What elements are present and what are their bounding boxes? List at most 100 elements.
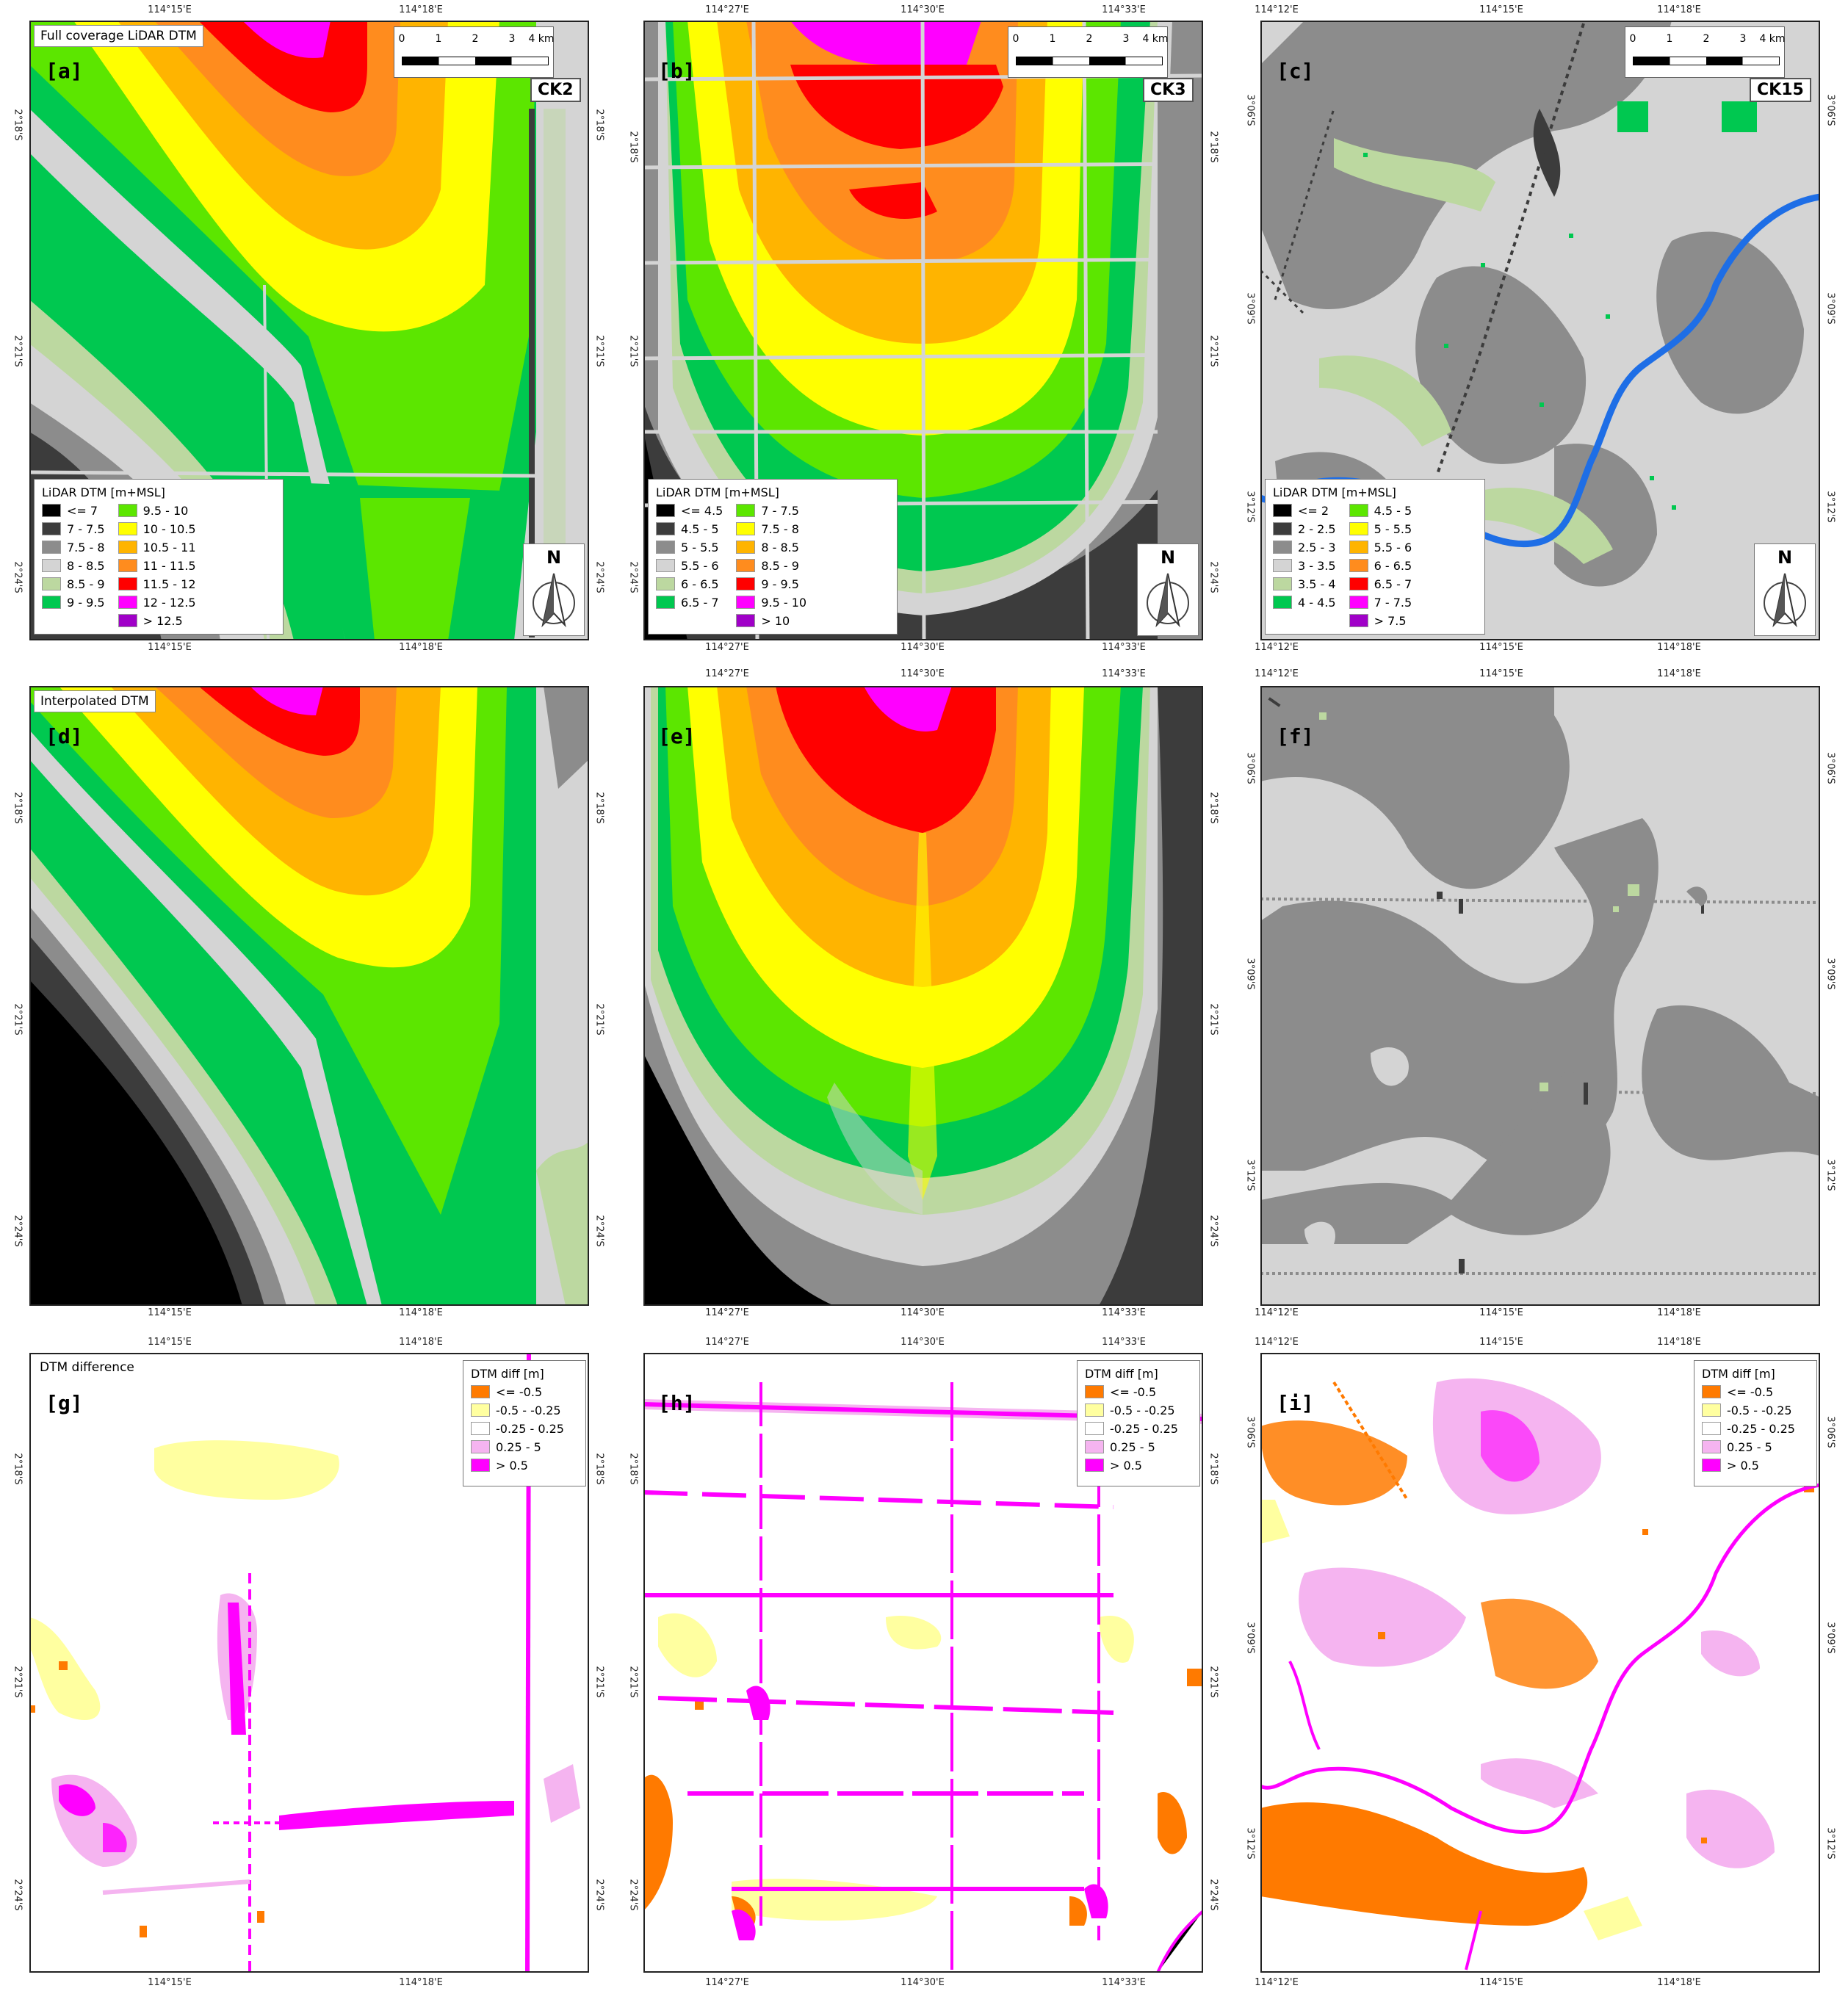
- legend-item: > 0.5: [471, 1457, 578, 1473]
- legend-item: -0.5 - -0.25: [1085, 1402, 1192, 1418]
- legend-item: 5 - 5.5: [656, 539, 723, 555]
- legend-item: <= 2: [1273, 502, 1336, 519]
- tick-lon-top: 114°33'E: [1102, 1337, 1146, 1348]
- tick-lat-right: 2°24'S: [1208, 561, 1219, 593]
- scale-label: 4 km: [1142, 33, 1169, 45]
- tick-lon-bottom: 114°18'E: [1657, 1307, 1701, 1318]
- north-arrow: N: [1754, 543, 1816, 636]
- scale-label: 0: [1629, 33, 1636, 45]
- panel-h-ck3-dtm-difference: [h] DTM diff [m] <= -0.5 -0.5 - -0.25 -0…: [643, 1353, 1203, 1973]
- site-label: CK2: [530, 78, 581, 102]
- tick-lon-bottom: 114°18'E: [1657, 1977, 1701, 1988]
- tick-lon-bottom: 114°18'E: [399, 1977, 443, 1988]
- panel-label: [g]: [46, 1391, 83, 1415]
- tick-lon-top: 114°15'E: [148, 4, 192, 15]
- tick-lat-left: 2°21'S: [627, 1666, 639, 1698]
- row-title-full-coverage: Full coverage LiDAR DTM: [34, 25, 203, 47]
- scale-bar: 0 1 2 3 4 km: [1008, 26, 1169, 78]
- tick-lon-top: 114°12'E: [1255, 4, 1299, 15]
- legend-item: 5.5 - 6: [656, 557, 723, 574]
- site-label: CK3: [1143, 78, 1194, 102]
- tick-lat-left: 3°09'S: [1244, 958, 1256, 990]
- legend-item: 4.5 - 5: [1349, 502, 1412, 519]
- panel-a-ck2-lidar-dtm: Full coverage LiDAR DTM [a] CK2 0 1 2 3 …: [29, 21, 589, 640]
- tick-lon-bottom: 114°30'E: [900, 642, 945, 653]
- panel-label: [e]: [658, 724, 696, 748]
- legend-item: > 0.5: [1702, 1457, 1809, 1473]
- tick-lat-right: 2°21'S: [1208, 1666, 1219, 1698]
- scale-label: 1: [1049, 33, 1056, 45]
- tick-lat-left: 3°12'S: [1244, 1159, 1256, 1191]
- legend-ck3: LiDAR DTM [m+MSL] <= 4.5 4.5 - 5 5 - 5.5…: [648, 479, 898, 635]
- tick-lat-right: 2°18'S: [593, 109, 605, 141]
- tick-lon-bottom: 114°15'E: [148, 1977, 192, 1988]
- legend-title: LiDAR DTM [m+MSL]: [1273, 485, 1396, 499]
- tick-lon-bottom: 114°15'E: [148, 642, 192, 653]
- panel-label: [h]: [658, 1391, 696, 1415]
- legend-item: 7 - 7.5: [42, 521, 105, 537]
- tick-lon-top: 114°27'E: [705, 668, 749, 679]
- legend-dtm-diff: DTM diff [m] <= -0.5 -0.5 - -0.25 -0.25 …: [1694, 1360, 1817, 1486]
- scale-label: 2: [1086, 33, 1093, 45]
- tick-lat-right: 2°18'S: [1208, 792, 1219, 824]
- tick-lat-right: 2°18'S: [1208, 1453, 1219, 1485]
- legend-item: 9 - 9.5: [42, 594, 105, 610]
- legend-item: > 7.5: [1349, 613, 1412, 629]
- panel-label: [a]: [46, 59, 83, 83]
- legend-item: 2.5 - 3: [1273, 539, 1336, 555]
- legend-item: 7.5 - 8: [736, 521, 806, 537]
- north-label: N: [1777, 547, 1793, 568]
- panel-label: [d]: [46, 724, 83, 748]
- tick-lat-right: 2°18'S: [593, 1453, 605, 1485]
- tick-lat-right: 3°09'S: [1824, 292, 1836, 325]
- north-arrow-icon: [533, 573, 575, 628]
- tick-lon-bottom: 114°33'E: [1102, 1977, 1146, 1988]
- legend-item: 7.5 - 8: [42, 539, 105, 555]
- tick-lat-right: 2°18'S: [1208, 131, 1219, 163]
- row-title-dtm-difference: DTM difference: [34, 1357, 140, 1378]
- legend-item: 8.5 - 9: [42, 576, 105, 592]
- legend-item: -0.5 - -0.25: [471, 1402, 578, 1418]
- tick-lon-top: 114°15'E: [1479, 1337, 1523, 1348]
- tick-lon-bottom: 114°30'E: [900, 1977, 945, 1988]
- scale-label: 3: [1122, 33, 1130, 45]
- legend-item: <= -0.5: [1085, 1384, 1192, 1400]
- tick-lon-top: 114°27'E: [705, 4, 749, 15]
- scale-label: 4 km: [528, 33, 555, 45]
- panel-label: [f]: [1277, 724, 1314, 748]
- tick-lat-left: 2°24'S: [12, 1879, 24, 1911]
- legend-item: 0.25 - 5: [1702, 1439, 1809, 1455]
- panel-b-ck3-lidar-dtm: [b] CK3 0 1 2 3 4 km LiDAR DTM [m+MSL] <…: [643, 21, 1203, 640]
- legend-item: -0.5 - -0.25: [1702, 1402, 1809, 1418]
- scale-label: 0: [398, 33, 405, 45]
- tick-lat-right: 3°09'S: [1824, 958, 1836, 990]
- tick-lat-left: 3°06'S: [1244, 94, 1256, 126]
- legend-item: <= -0.5: [1702, 1384, 1809, 1400]
- legend-item: 5.5 - 6: [1349, 539, 1412, 555]
- legend-item: 4.5 - 5: [656, 521, 723, 537]
- tick-lon-bottom: 114°30'E: [900, 1307, 945, 1318]
- legend-item: 8 - 8.5: [42, 557, 105, 574]
- legend-item: > 0.5: [1085, 1457, 1192, 1473]
- tick-lon-top: 114°18'E: [1657, 4, 1701, 15]
- legend-item: -0.25 - 0.25: [471, 1420, 578, 1437]
- tick-lat-left: 3°09'S: [1244, 1622, 1256, 1654]
- tick-lon-bottom: 114°15'E: [1479, 1977, 1523, 1988]
- legend-ck2: LiDAR DTM [m+MSL] <= 7 7 - 7.5 7.5 - 8 8…: [34, 479, 284, 635]
- tick-lat-left: 2°24'S: [627, 561, 639, 593]
- site-label: CK15: [1750, 78, 1811, 102]
- north-arrow-icon: [1764, 573, 1806, 628]
- legend-title: LiDAR DTM [m+MSL]: [42, 485, 165, 499]
- tick-lon-bottom: 114°15'E: [148, 1307, 192, 1318]
- tick-lat-right: 2°24'S: [1208, 1215, 1219, 1247]
- legend-item: <= 7: [42, 502, 105, 519]
- legend-item: 10 - 10.5: [118, 521, 196, 537]
- tick-lat-right: 3°12'S: [1824, 491, 1836, 523]
- tick-lon-bottom: 114°27'E: [705, 1307, 749, 1318]
- tick-lat-left: 2°18'S: [12, 1453, 24, 1485]
- legend-dtm-diff: DTM diff [m] <= -0.5 -0.5 - -0.25 -0.25 …: [1077, 1360, 1200, 1486]
- tick-lat-right: 3°12'S: [1824, 1159, 1836, 1191]
- tick-lat-right: 3°12'S: [1824, 1827, 1836, 1860]
- legend-item: 0.25 - 5: [1085, 1439, 1192, 1455]
- tick-lat-right: 2°24'S: [593, 1879, 605, 1911]
